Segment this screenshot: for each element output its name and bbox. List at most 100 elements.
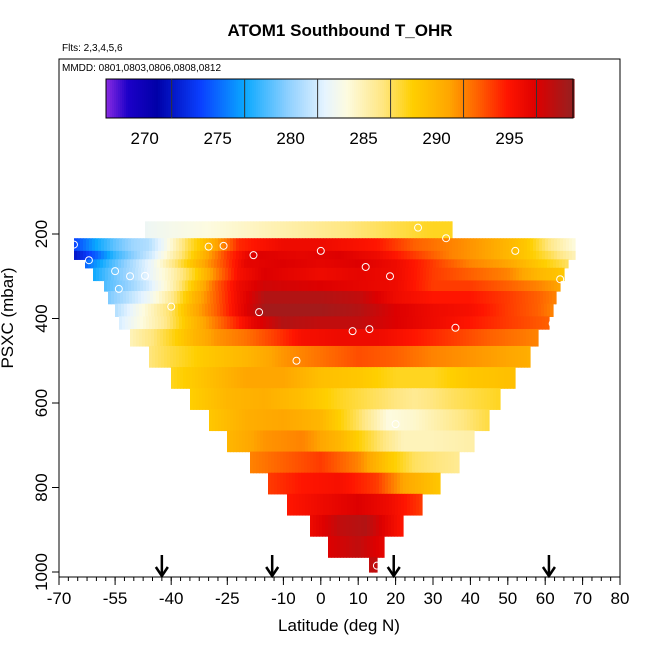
heat-cell xyxy=(326,316,330,330)
heat-cell xyxy=(351,267,355,282)
heat-cell xyxy=(372,367,376,389)
heat-cell xyxy=(407,316,411,330)
x-axis-label: Latitude (deg N) xyxy=(278,616,400,635)
heat-cell xyxy=(316,514,320,537)
heat-cell xyxy=(150,291,154,305)
heat-cell xyxy=(177,267,181,282)
heat-cell xyxy=(400,472,404,495)
heat-cell xyxy=(444,267,448,282)
heat-cell xyxy=(259,451,263,474)
heat-cell xyxy=(139,303,143,317)
heat-cell xyxy=(167,280,171,292)
heat-cell xyxy=(272,430,276,453)
heat-cell xyxy=(243,367,247,389)
heat-cell xyxy=(164,250,168,260)
heat-cell xyxy=(125,316,129,330)
heat-cell xyxy=(341,238,345,252)
colorbar-segment xyxy=(466,79,469,118)
heat-cell xyxy=(407,238,411,252)
heat-cell xyxy=(220,259,224,269)
heat-cell xyxy=(186,291,190,305)
heat-cell xyxy=(376,329,380,347)
heat-cell xyxy=(158,316,162,330)
heat-cell xyxy=(284,238,288,252)
heat-cell xyxy=(406,388,410,410)
heat-cell xyxy=(459,267,463,282)
heat-cell xyxy=(475,303,479,317)
heat-cell xyxy=(196,329,200,347)
heat-cell xyxy=(289,388,293,410)
heat-cell xyxy=(307,329,311,347)
heat-cell xyxy=(224,250,228,260)
colorbar-segment xyxy=(186,79,189,118)
colorbar-segment xyxy=(536,79,539,118)
heat-cell xyxy=(425,345,429,368)
heat-cell xyxy=(391,259,395,269)
heat-cell xyxy=(302,250,306,260)
heat-cell xyxy=(248,345,252,368)
heat-cell xyxy=(239,280,243,292)
heat-cell xyxy=(188,280,192,292)
heat-cell xyxy=(230,280,234,292)
heat-cell xyxy=(318,267,322,282)
heat-cell xyxy=(302,493,306,516)
colorbar-segment xyxy=(492,79,495,118)
flight-marker-arrow xyxy=(541,555,556,579)
heat-cell xyxy=(353,250,357,260)
heat-cell xyxy=(274,451,278,474)
heat-cell xyxy=(292,472,296,495)
heat-cell xyxy=(308,430,312,453)
heat-cell xyxy=(362,316,366,330)
heat-cell xyxy=(230,409,234,432)
heat-cell xyxy=(194,316,198,330)
heat-cell xyxy=(451,303,455,317)
heat-cell xyxy=(133,259,137,269)
heat-cell xyxy=(503,250,507,260)
heat-cell xyxy=(317,238,321,252)
heat-cell xyxy=(455,345,459,368)
heat-cell xyxy=(438,291,442,305)
heat-cell xyxy=(358,536,362,558)
heat-cell xyxy=(126,267,130,282)
colorbar-segment xyxy=(278,79,281,118)
heat-cell xyxy=(89,238,93,252)
heat-cell xyxy=(404,409,408,432)
colorbar-segment xyxy=(436,79,439,118)
heat-cell xyxy=(446,316,450,330)
heat-cell xyxy=(242,280,246,292)
heat-cell xyxy=(303,267,307,282)
heat-cell xyxy=(419,250,423,260)
heat-cell xyxy=(451,388,455,410)
heat-cell xyxy=(269,280,273,292)
colorbar-segment xyxy=(524,79,527,118)
heat-cell xyxy=(222,267,226,282)
heat-cell xyxy=(442,451,446,474)
colorbar-tick-label: 295 xyxy=(495,129,523,148)
heat-cell xyxy=(323,430,327,453)
observation-circle xyxy=(292,356,301,365)
heat-cell xyxy=(529,329,533,347)
heat-cell xyxy=(445,303,449,317)
heat-cell xyxy=(275,430,279,453)
heat-cell xyxy=(260,238,264,252)
heat-cell xyxy=(134,316,138,330)
colorbar-segment xyxy=(240,79,243,118)
heat-cell xyxy=(464,345,468,368)
heat-cell xyxy=(328,451,332,474)
heat-cell xyxy=(401,238,405,252)
observation-circle xyxy=(126,272,135,281)
heat-cell xyxy=(220,221,224,239)
heat-cell xyxy=(209,238,213,252)
heat-cell xyxy=(382,472,386,495)
heat-cell xyxy=(450,267,454,282)
colorbar-segment xyxy=(226,79,229,118)
heat-cell xyxy=(399,267,403,282)
heat-cell xyxy=(214,259,218,269)
heat-cell xyxy=(350,430,354,453)
heat-cell xyxy=(248,238,252,252)
heat-cell xyxy=(227,316,231,330)
heat-cell xyxy=(443,409,447,432)
heat-cell xyxy=(457,451,460,474)
heat-cell xyxy=(533,280,537,292)
heat-cell xyxy=(377,238,381,252)
